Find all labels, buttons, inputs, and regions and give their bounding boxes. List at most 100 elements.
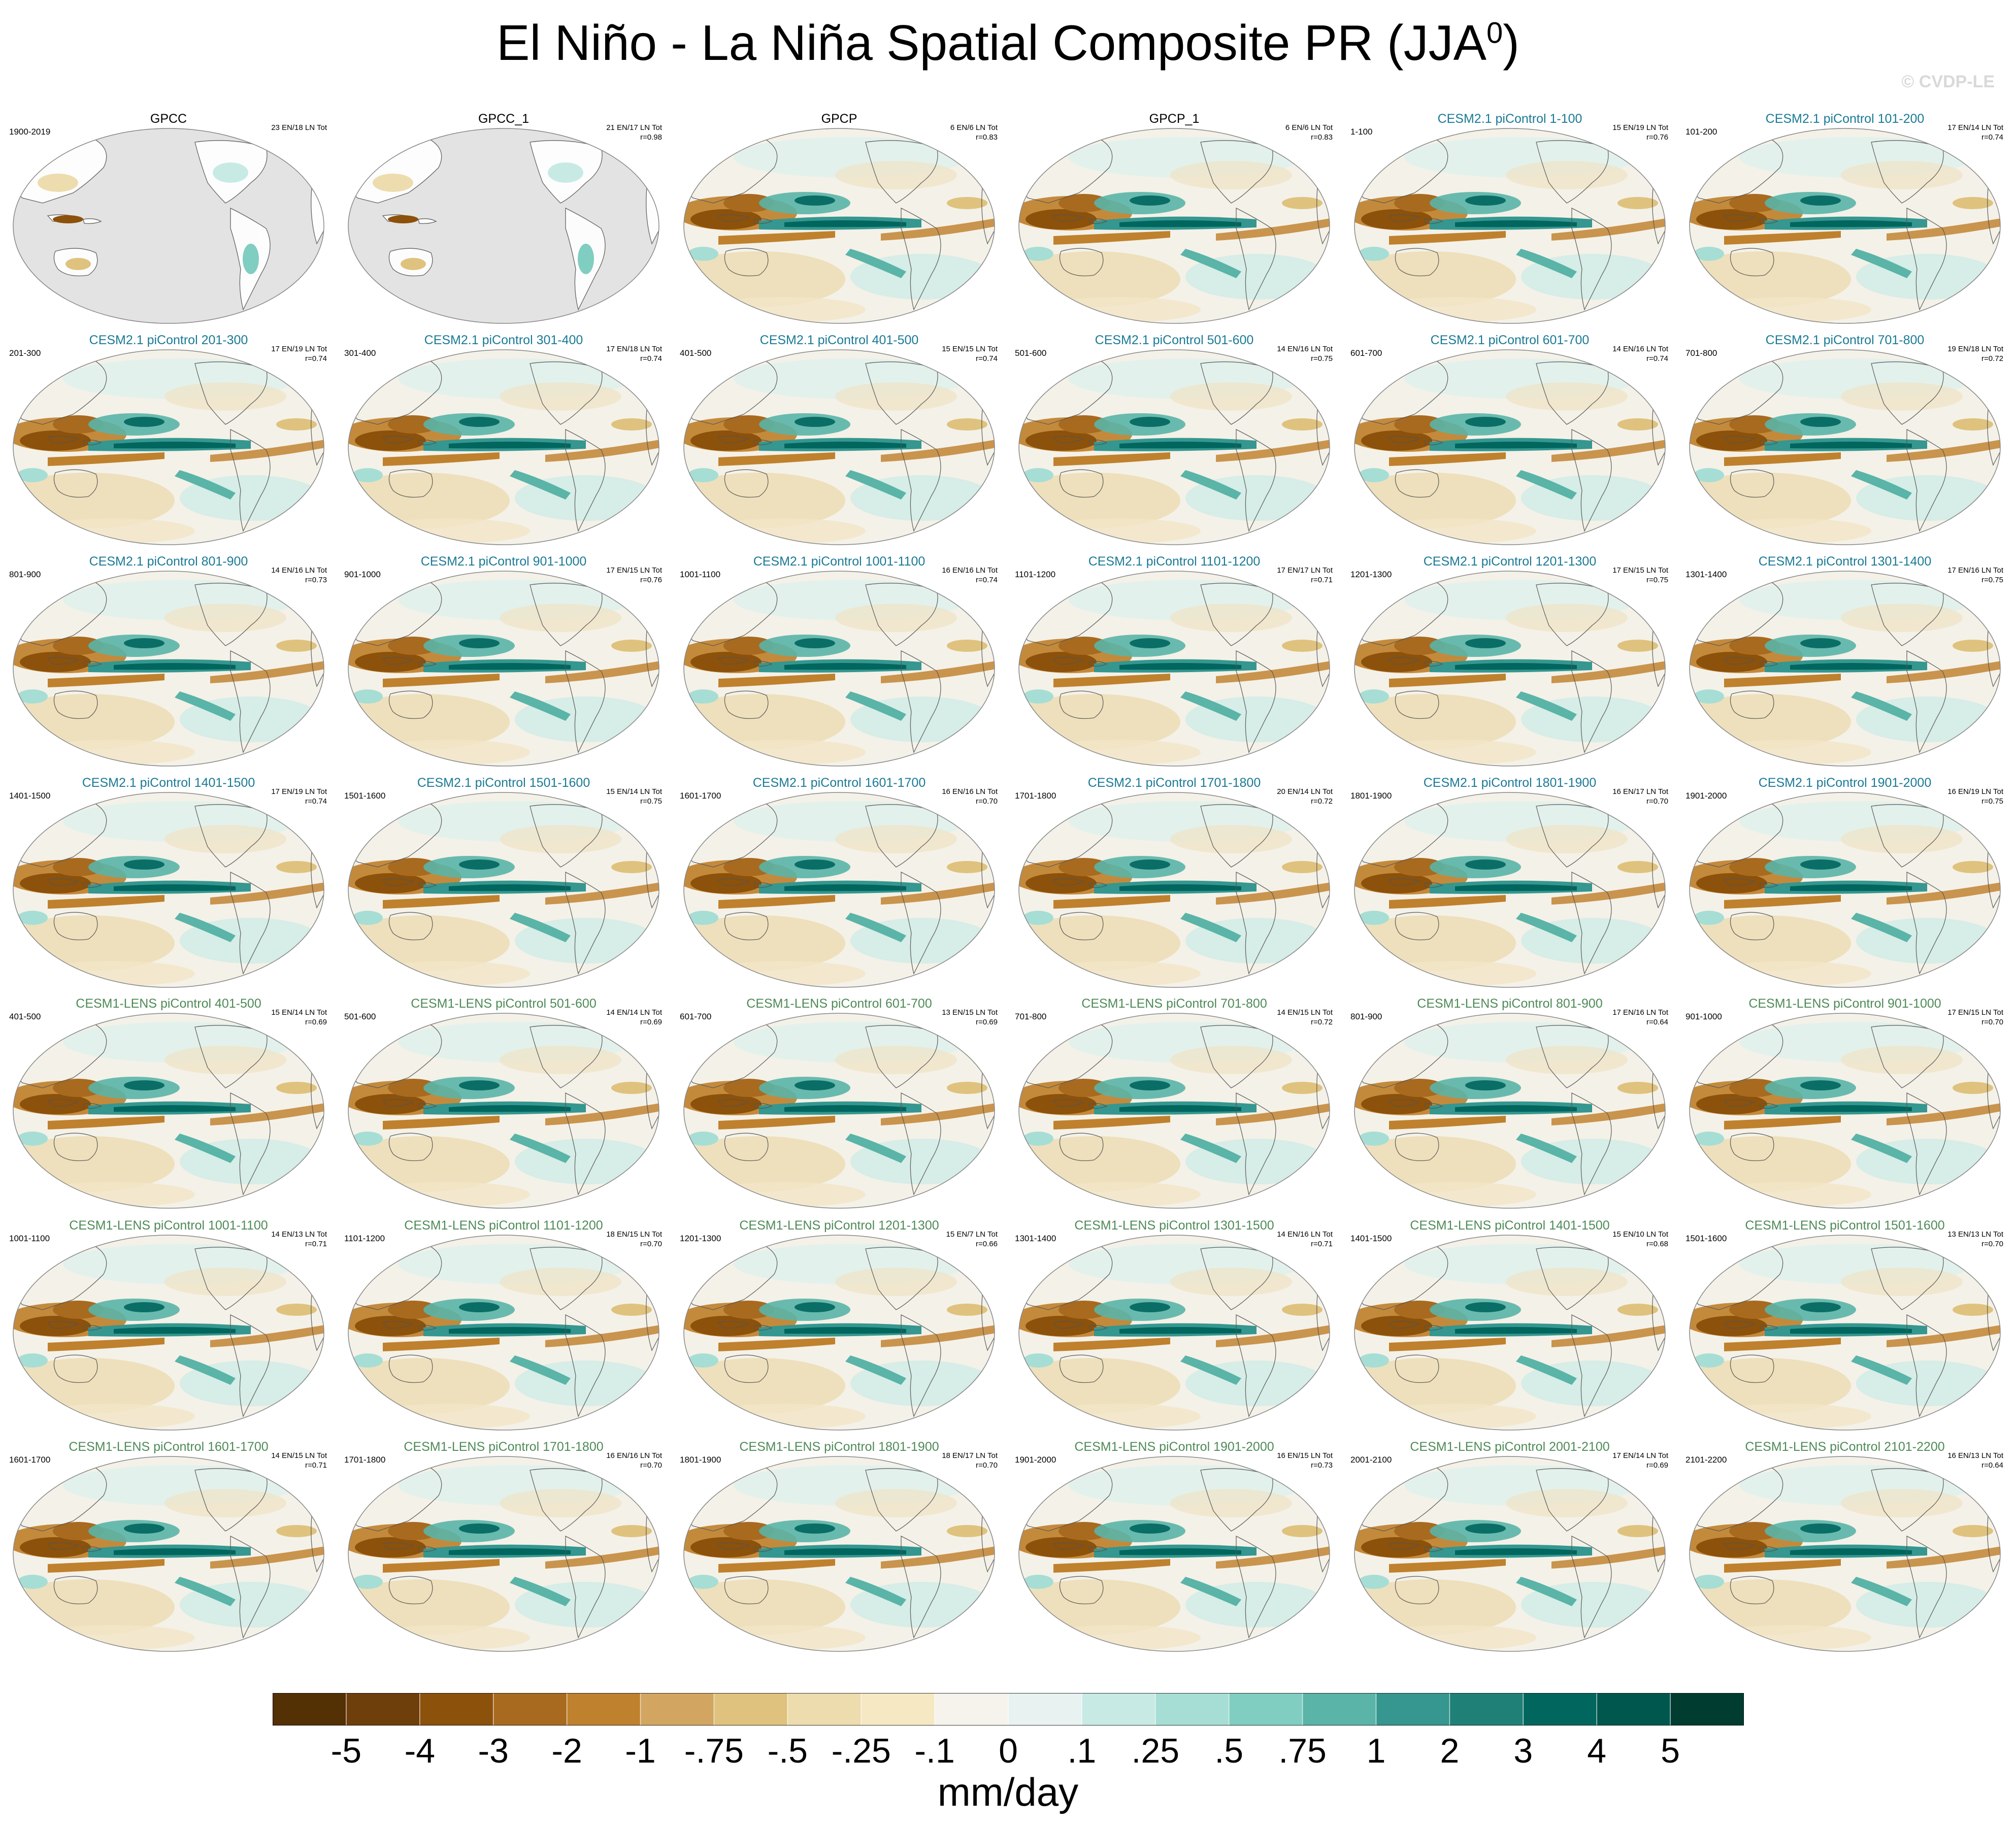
panel-event-count: 17 EN/15 LN Tot	[606, 566, 662, 575]
panel-stats: 23 EN/18 LN Tot	[271, 123, 327, 132]
precip-anomaly-map	[348, 349, 659, 545]
map-panel: CESM1-LENS piControl 701-800 701-800 14 EN…	[1012, 997, 1337, 1215]
precip-anomaly-map	[683, 1456, 995, 1652]
panel-event-count: 15 EN/15 LN Tot	[942, 345, 998, 353]
panel-period-label: 1701-1800	[1015, 791, 1056, 801]
panel-period-label: 201-300	[9, 348, 41, 358]
panel-period-label: 1201-1300	[1350, 570, 1392, 579]
colorbar-swatch	[1155, 1693, 1230, 1726]
panel-period-label: 1201-1300	[680, 1234, 721, 1243]
panel-event-count: 14 EN/15 LN Tot	[1277, 1008, 1333, 1017]
panel-period-label: 1101-1200	[344, 1234, 385, 1243]
precip-anomaly-map	[683, 349, 995, 545]
panel-pattern-correlation: r=0.83	[976, 133, 998, 142]
precip-anomaly-map	[1354, 792, 1666, 988]
precip-anomaly-map	[1018, 349, 1330, 545]
panel-pattern-correlation: r=0.73	[1311, 1461, 1333, 1470]
panel-period-label: 1-100	[1350, 127, 1373, 137]
map-panel: CESM2.1 piControl 1101-1200 1101-1200 17 E…	[1012, 554, 1337, 773]
panel-event-count: 14 EN/15 LN Tot	[271, 1451, 327, 1460]
panel-stats: 14 EN/16 LN Tot r=0.75	[1277, 344, 1333, 363]
panel-pattern-correlation: r=0.70	[640, 1240, 662, 1248]
map-panel: CESM2.1 piControl 1901-2000 1901-2000 16 E…	[1682, 776, 2007, 994]
map-panel: CESM1-LENS piControl 1601-1700 1601-1700 1…	[6, 1440, 331, 1658]
panel-event-count: 14 EN/16 LN Tot	[1277, 345, 1333, 353]
panel-period-label: 1001-1100	[9, 1234, 50, 1243]
panel-title: CESM2.1 piControl 1301-1400	[1758, 554, 1932, 569]
colorbar-tick-label: 1	[1366, 1732, 1386, 1770]
panel-title: CESM1-LENS piControl 801-900	[1417, 997, 1603, 1011]
map-panel: CESM1-LENS piControl 1301-1500 1301-1400 1…	[1012, 1218, 1337, 1437]
precip-anomaly-map	[1354, 1013, 1666, 1209]
panel-stats: 17 EN/15 LN Tot r=0.75	[1612, 566, 1668, 585]
panel-stats: 17 EN/19 LN Tot r=0.74	[271, 344, 327, 363]
colorbar-tick-label: 5	[1661, 1732, 1680, 1770]
colorbar-tick-label: .25	[1131, 1732, 1180, 1770]
precip-anomaly-map	[13, 1456, 324, 1652]
panel-title: CESM1-LENS piControl 401-500	[76, 997, 261, 1011]
panel-event-count: 23 EN/18 LN Tot	[271, 123, 327, 132]
panel-pattern-correlation: r=0.69	[1646, 1461, 1668, 1470]
panel-event-count: 15 EN/7 LN Tot	[946, 1230, 998, 1239]
panel-period-label: 1401-1500	[1350, 1234, 1392, 1243]
panel-stats: 13 EN/13 LN Tot r=0.70	[1947, 1230, 2003, 1249]
panel-event-count: 15 EN/14 LN Tot	[606, 787, 662, 796]
figure-title-close: )	[1503, 15, 1519, 71]
panel-period-label: 301-400	[344, 348, 376, 358]
panel-period-label: 701-800	[1685, 348, 1717, 358]
colorbar-swatch	[1229, 1693, 1303, 1726]
panel-pattern-correlation: r=0.75	[1981, 576, 2003, 584]
precip-anomaly-map	[13, 792, 324, 988]
precip-anomaly-map	[348, 1235, 659, 1431]
panel-stats: 16 EN/17 LN Tot r=0.70	[1612, 787, 1668, 806]
panel-pattern-correlation: r=0.76	[640, 576, 662, 584]
panel-pattern-correlation: r=0.71	[1311, 576, 1333, 584]
colorbar-swatch	[640, 1693, 714, 1726]
precip-anomaly-map	[13, 1013, 324, 1209]
panel-period-label: 1401-1500	[9, 791, 51, 801]
map-panel: GPCP_1 6 EN/6 LN Tot r=0.83	[1012, 112, 1337, 330]
precip-anomaly-map	[1689, 128, 2001, 324]
panel-stats: 15 EN/14 LN Tot r=0.69	[271, 1008, 327, 1027]
panel-period-label: 1801-1900	[680, 1455, 721, 1465]
panel-title: CESM2.1 piControl 1201-1300	[1423, 554, 1597, 569]
panel-event-count: 13 EN/13 LN Tot	[1947, 1230, 2003, 1239]
map-panel: CESM1-LENS piControl 1501-1600 1501-1600 1…	[1682, 1218, 2007, 1437]
panel-period-label: 2001-2100	[1350, 1455, 1392, 1465]
panel-event-count: 14 EN/13 LN Tot	[271, 1230, 327, 1239]
panel-event-count: 16 EN/15 LN Tot	[1277, 1451, 1333, 1460]
panel-event-count: 16 EN/16 LN Tot	[942, 566, 998, 575]
panel-stats: 17 EN/14 LN Tot r=0.69	[1612, 1451, 1668, 1470]
precip-anomaly-map	[1354, 349, 1666, 545]
panel-title: CESM1-LENS piControl 1201-1300	[739, 1218, 939, 1233]
precip-anomaly-map	[348, 128, 659, 324]
panel-stats: 21 EN/17 LN Tot r=0.98	[606, 123, 662, 142]
panel-period-label: 1601-1700	[9, 1455, 51, 1465]
panel-pattern-correlation: r=0.76	[1646, 133, 1668, 142]
panel-title: CESM1-LENS piControl 1001-1100	[69, 1218, 268, 1233]
precip-anomaly-map	[13, 349, 324, 545]
panel-pattern-correlation: r=0.70	[1981, 1240, 2003, 1248]
colorbar-swatch	[273, 1693, 347, 1726]
panel-pattern-correlation: r=0.74	[976, 354, 998, 363]
panel-stats: 14 EN/16 LN Tot r=0.74	[1612, 344, 1668, 363]
panel-period-label: 1801-1900	[1350, 791, 1392, 801]
panel-title: CESM1-LENS piControl 701-800	[1081, 997, 1267, 1011]
panel-stats: 16 EN/19 LN Tot r=0.75	[1947, 787, 2003, 806]
panel-period-label: 1901-2000	[1685, 791, 1727, 801]
colorbar-tick-label: 0	[999, 1732, 1018, 1770]
panel-grid: GPCC 1900-2019 23 EN/18 LN Tot GPCC_1 21 EN/…	[6, 112, 2007, 1658]
panel-event-count: 15 EN/14 LN Tot	[271, 1008, 327, 1017]
precip-anomaly-map	[1354, 1456, 1666, 1652]
panel-event-count: 16 EN/17 LN Tot	[1612, 787, 1668, 796]
panel-period-label: 701-800	[1015, 1012, 1047, 1021]
map-panel: CESM2.1 piControl 601-700 601-700 14 EN/16…	[1347, 333, 1672, 551]
map-panel: CESM1-LENS piControl 801-900 801-900 17 EN…	[1347, 997, 1672, 1215]
panel-period-label: 1901-2000	[1015, 1455, 1056, 1465]
panel-event-count: 17 EN/18 LN Tot	[606, 345, 662, 353]
precip-anomaly-map	[1354, 1235, 1666, 1431]
colorbar-swatch	[1081, 1693, 1156, 1726]
precip-anomaly-map	[1689, 349, 2001, 545]
map-panel: CESM2.1 piControl 1501-1600 1501-1600 15 E…	[341, 776, 666, 994]
precip-anomaly-map	[1354, 571, 1666, 767]
